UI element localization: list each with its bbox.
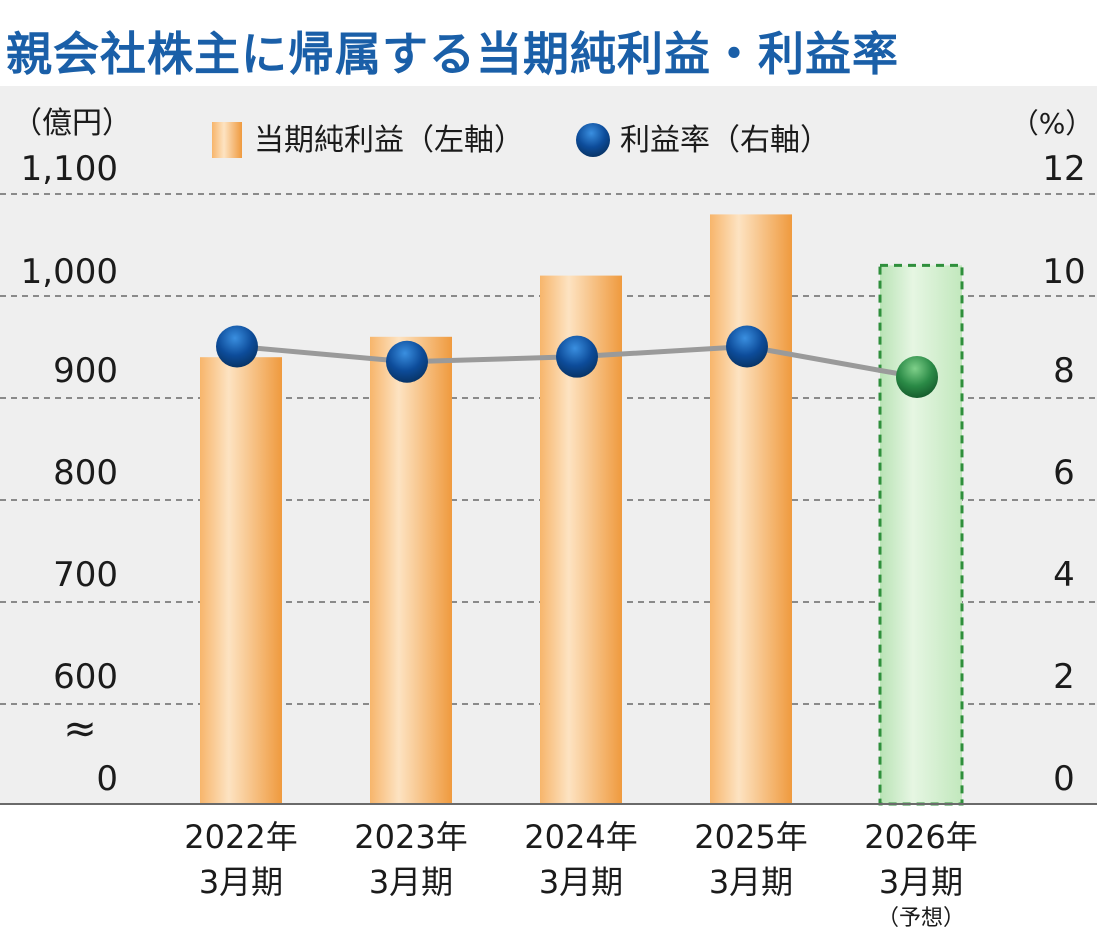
- axis-ticks: 0 600 700 800 900 1,000 1,100 0 2 4 6 8 10 12: [21, 149, 1086, 799]
- x-label-year: 2022年: [184, 818, 297, 856]
- legend-marker-label: 利益率（右軸）: [620, 123, 830, 158]
- left-tick-label: 800: [53, 453, 118, 493]
- x-label-period: 3月期: [539, 863, 623, 901]
- right-tick-label: 12: [1042, 149, 1085, 189]
- left-tick-label: 900: [53, 351, 118, 391]
- left-tick-label: 600: [53, 657, 118, 697]
- x-label-note: （予想）: [877, 906, 965, 931]
- left-axis-unit: （億円）: [12, 106, 132, 141]
- profit-bar: [370, 336, 452, 804]
- right-tick-label: 0: [1053, 759, 1075, 799]
- x-label-period: 3月期: [879, 863, 963, 901]
- left-tick-label: 1,100: [21, 149, 118, 189]
- chart-title: 親会社株主に帰属する当期純利益・利益率: [6, 27, 899, 81]
- ratio-marker: [216, 325, 258, 368]
- legend-bar-swatch: [212, 122, 242, 158]
- legend-marker-swatch: [576, 123, 610, 157]
- ratio-marker: [386, 340, 428, 383]
- left-tick-label: 0: [96, 759, 118, 799]
- right-tick-label: 6: [1053, 453, 1075, 493]
- forecast-ratio-marker: [896, 356, 938, 398]
- x-label-period: 3月期: [199, 863, 283, 901]
- x-label-period: 3月期: [369, 863, 453, 901]
- left-tick-label: 1,000: [21, 252, 118, 292]
- ratio-marker: [726, 325, 768, 368]
- profit-bar: [710, 214, 792, 804]
- ratio-line: [216, 325, 938, 398]
- x-label-year: 2024年: [524, 818, 637, 856]
- right-tick-label: 4: [1053, 555, 1075, 595]
- x-label-year: 2025年: [694, 818, 807, 856]
- right-tick-label: 8: [1053, 351, 1075, 391]
- x-axis-labels: 2022年 3月期 2023年 3月期 2024年 3月期 2025年 3月期 2026年 3月期…: [184, 818, 977, 931]
- legend-bar-label: 当期純利益（左軸）: [254, 123, 524, 158]
- ratio-marker: [556, 335, 598, 378]
- profit-bar: [200, 357, 282, 804]
- left-tick-label: 700: [53, 555, 118, 595]
- right-tick-label: 2: [1053, 657, 1075, 697]
- x-label-year: 2023年: [354, 818, 467, 856]
- legend: 当期純利益（左軸） 利益率（右軸）: [212, 122, 830, 158]
- right-axis-unit: （%）: [1011, 107, 1094, 140]
- forecast-bar: [878, 263, 964, 806]
- right-tick-label: 10: [1042, 252, 1085, 292]
- axis-break-symbol: ≈: [63, 706, 97, 752]
- x-label-year: 2026年: [864, 818, 977, 856]
- bars: [200, 214, 964, 806]
- x-label-period: 3月期: [709, 863, 793, 901]
